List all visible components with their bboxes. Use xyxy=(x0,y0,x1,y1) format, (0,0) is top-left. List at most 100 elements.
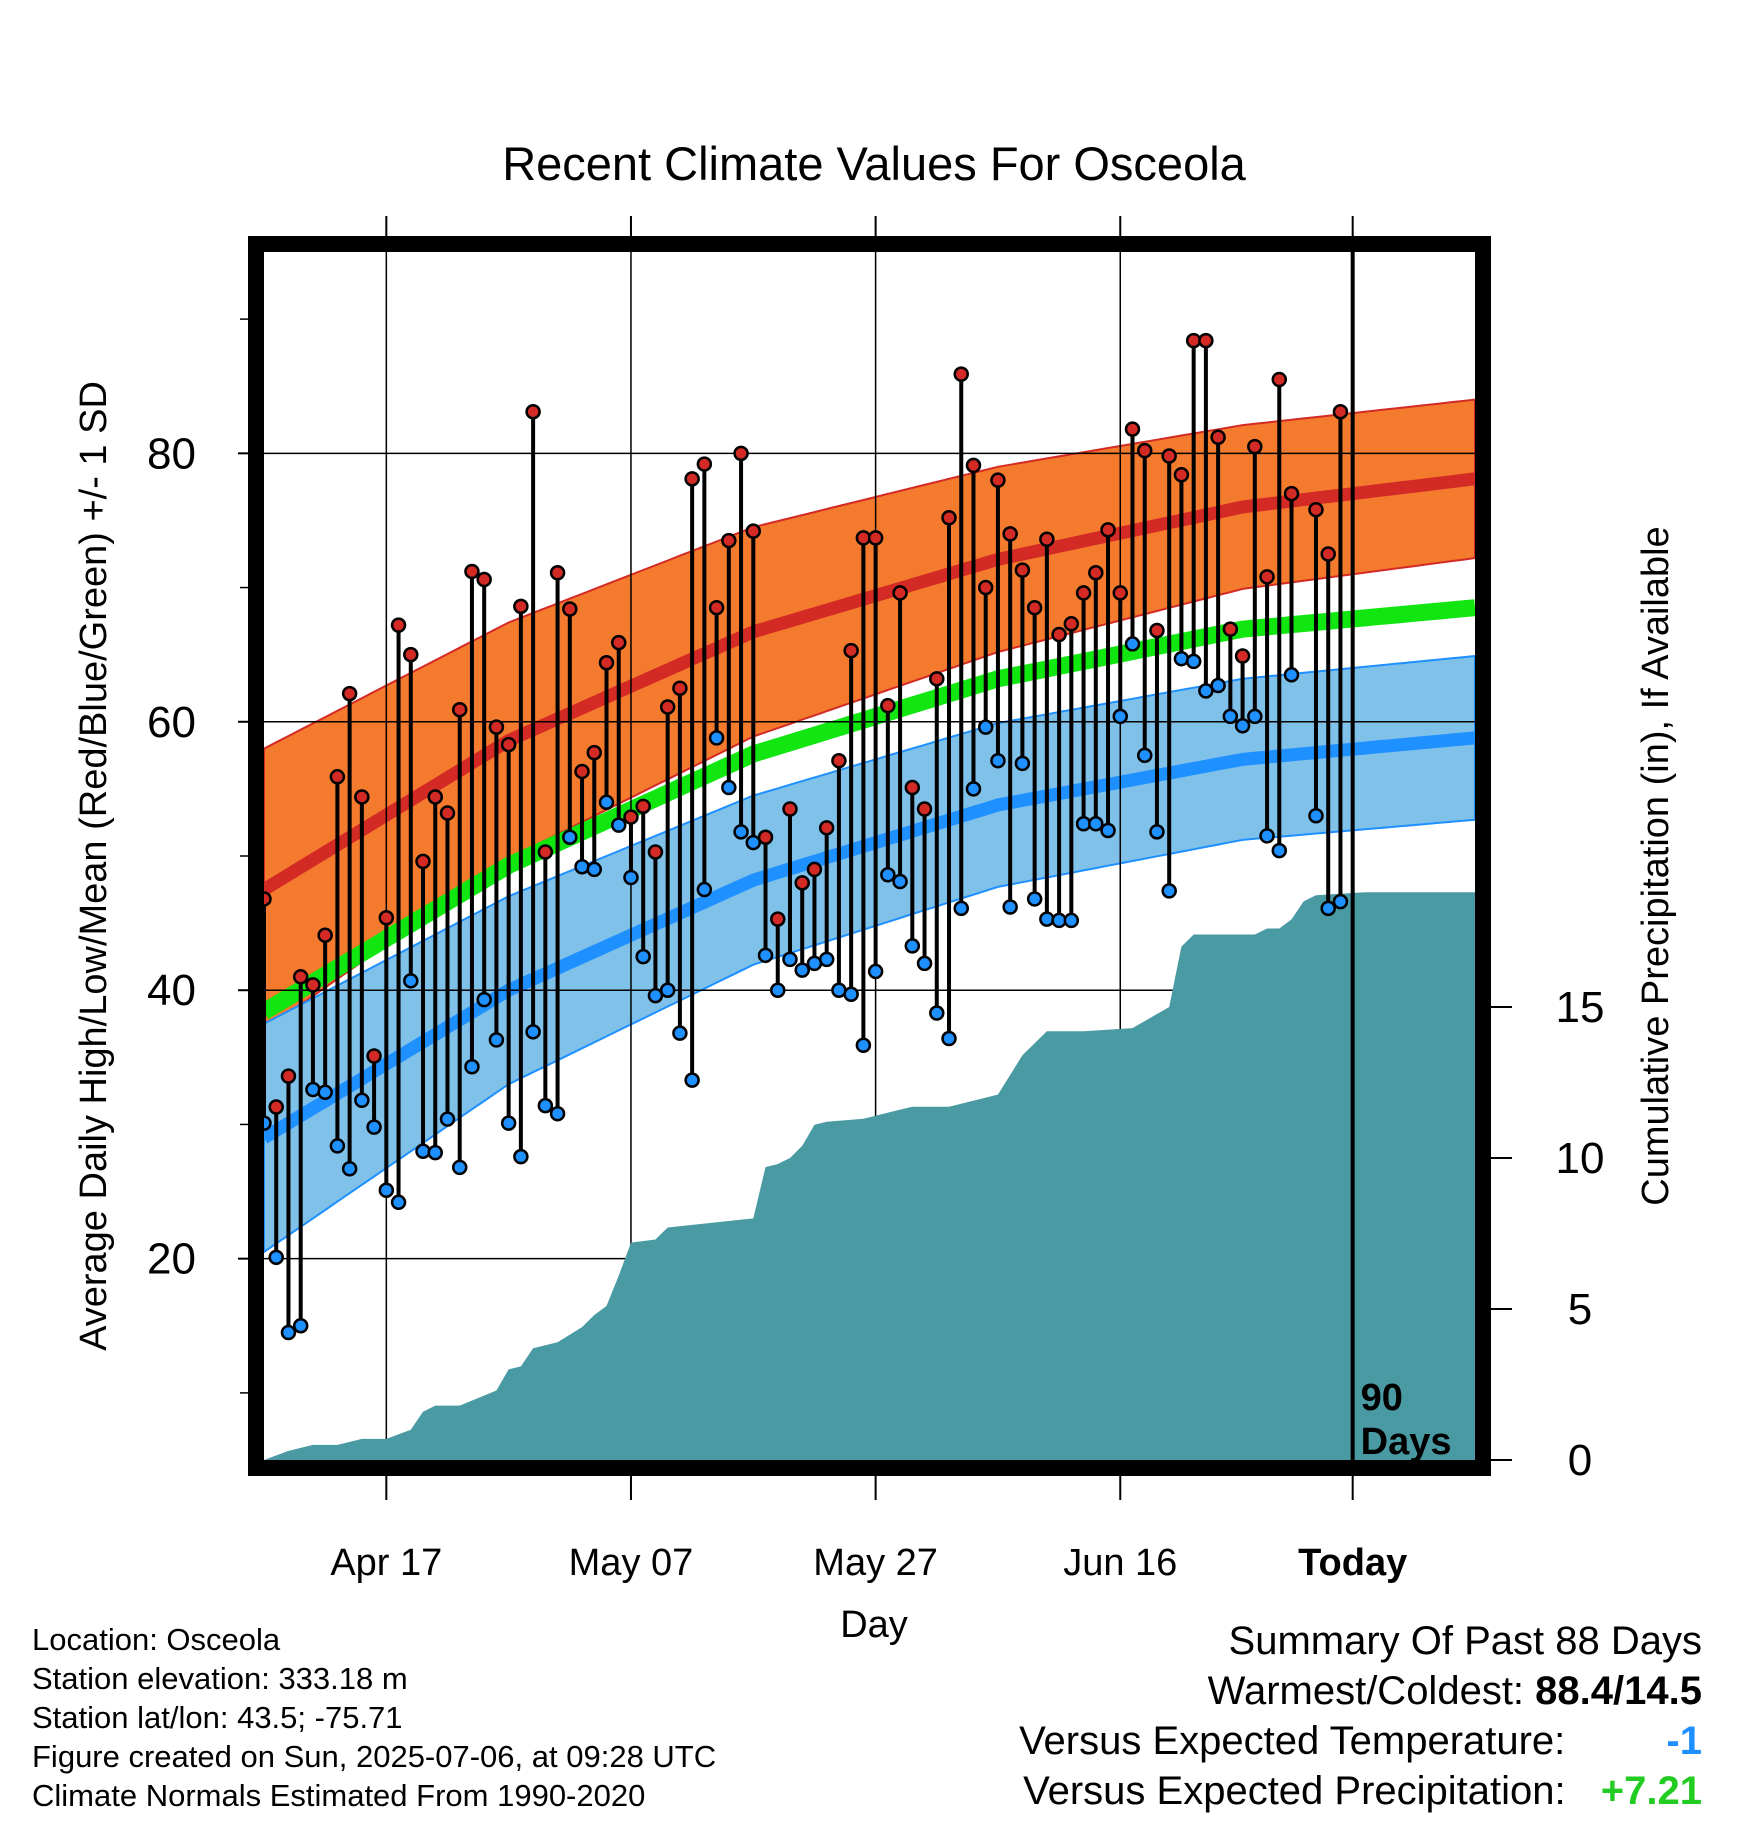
daily-high-point xyxy=(1320,546,1336,562)
daily-high-point xyxy=(1308,501,1324,518)
daily-high-point xyxy=(476,571,492,588)
normal-mean-line xyxy=(259,599,1476,1019)
daily-values xyxy=(256,332,1349,1341)
x-tick-label: Jun 16 xyxy=(1063,1542,1177,1584)
daily-high-point xyxy=(990,472,1006,488)
daily-high-point xyxy=(733,445,749,462)
normal-low-line xyxy=(260,731,1476,1144)
y-left-tick-label: 60 xyxy=(147,698,196,747)
daily-low-point xyxy=(1320,900,1336,917)
daily-high-point xyxy=(953,366,969,382)
x-tick-label: May 27 xyxy=(813,1542,938,1584)
daily-high-point xyxy=(659,699,676,715)
daily-high-point xyxy=(1002,526,1018,542)
daily-high-point xyxy=(684,471,700,487)
daily-low-point xyxy=(1173,650,1190,667)
daily-high-point xyxy=(1332,403,1349,420)
y-left-tick-label: 20 xyxy=(147,1235,196,1284)
daily-low-point xyxy=(1283,667,1300,683)
chart-title: Recent Climate Values For Osceola xyxy=(502,137,1246,190)
daily-low-point xyxy=(1149,824,1165,840)
daily-high-point xyxy=(1075,585,1092,601)
daily-high-point xyxy=(598,654,615,671)
daily-high-point xyxy=(929,671,945,687)
daily-high-point xyxy=(696,456,713,472)
daily-low-point xyxy=(1247,708,1263,725)
daily-high-point xyxy=(818,820,835,836)
daily-high-point xyxy=(341,685,358,702)
daily-high-point xyxy=(586,744,603,761)
daily-high-point xyxy=(390,617,407,633)
daily-low-point xyxy=(1185,653,1202,670)
daily-high-point xyxy=(794,875,810,891)
y-axis-right-label: Cumulative Precipitation (in), If Availa… xyxy=(1635,526,1677,1205)
daily-high-point xyxy=(329,769,346,785)
precipitation-cumulative-area xyxy=(264,892,1475,1460)
daily-high-point xyxy=(1100,522,1116,538)
daily-low-point xyxy=(696,881,713,898)
y-right-tick-label: 15 xyxy=(1556,983,1605,1032)
figure-created: Figure created on Sun, 2025-07-06, at 09… xyxy=(32,1739,717,1774)
daily-high-point xyxy=(843,642,859,659)
daily-low-point xyxy=(990,752,1006,769)
station-latlon: Station lat/lon: 43.5; -75.71 xyxy=(32,1700,403,1735)
daily-high-point xyxy=(635,798,651,815)
daily-high-point xyxy=(1173,467,1190,483)
summary-precip: Versus Expected Precipitation: +7.21 xyxy=(1019,1766,1702,1816)
daily-high-point xyxy=(782,801,798,817)
daily-high-point xyxy=(268,1099,284,1115)
daily-high-point xyxy=(1051,626,1067,643)
daily-low-point xyxy=(647,987,664,1004)
daily-high-point xyxy=(317,927,333,943)
daily-low-point xyxy=(280,1324,297,1341)
x-tick-label: May 07 xyxy=(569,1542,694,1584)
daily-high-point xyxy=(647,844,664,860)
daily-high-point xyxy=(1161,448,1177,464)
daily-high-point xyxy=(549,565,566,581)
daily-high-point xyxy=(831,752,847,769)
precipitation-area xyxy=(264,892,1475,1460)
daily-high-point xyxy=(1112,585,1129,601)
daily-high-point xyxy=(672,680,688,696)
y-axis-left-label: Average Daily High/Low/Mean (Red/Blue/Gr… xyxy=(73,381,115,1351)
x-tick-label: Apr 17 xyxy=(330,1542,442,1584)
daily-high-point xyxy=(1283,485,1300,502)
daily-low-point xyxy=(1026,891,1043,907)
daily-low-point xyxy=(439,1111,456,1127)
x-axis-label: Day xyxy=(840,1604,908,1646)
daily-high-point xyxy=(1222,621,1239,637)
daily-high-point xyxy=(977,579,994,596)
daily-high-point xyxy=(880,697,896,714)
summary-temp: Versus Expected Temperature: -1 xyxy=(1019,1716,1702,1766)
daily-low-point xyxy=(341,1160,358,1177)
daily-high-point xyxy=(354,789,370,805)
y-right-tick-label: 10 xyxy=(1556,1134,1605,1183)
daily-low-point xyxy=(867,963,884,980)
daily-high-point xyxy=(415,853,431,870)
daily-low-point xyxy=(537,1097,554,1114)
daily-low-point xyxy=(1100,822,1116,839)
daily-low-point xyxy=(1124,636,1141,652)
daily-low-point xyxy=(1112,708,1129,725)
daily-high-point xyxy=(1259,569,1275,585)
daily-low-point xyxy=(464,1058,480,1075)
daily-high-point xyxy=(562,601,578,617)
daily-low-point xyxy=(525,1024,541,1040)
normal-high-line xyxy=(260,472,1476,896)
daily-low-point xyxy=(672,1025,688,1041)
daily-low-point xyxy=(977,719,994,735)
daily-low-point xyxy=(659,982,676,998)
daily-high-point xyxy=(757,829,774,845)
daily-high-point xyxy=(965,457,982,474)
daily-low-point xyxy=(1259,828,1275,844)
daily-low-point xyxy=(1014,755,1031,772)
daily-high-point xyxy=(574,763,590,780)
versus-precip-label: Versus Expected Precipitation: xyxy=(1023,1769,1566,1813)
daily-high-point xyxy=(708,599,725,616)
daily-low-point xyxy=(451,1159,468,1176)
daily-high-point xyxy=(451,701,468,718)
daily-low-point xyxy=(415,1143,431,1160)
daily-high-point xyxy=(1063,616,1080,632)
summary-panel: Summary Of Past 88 Days Warmest/Coldest:… xyxy=(1019,1616,1702,1816)
daily-high-point xyxy=(1210,429,1226,445)
